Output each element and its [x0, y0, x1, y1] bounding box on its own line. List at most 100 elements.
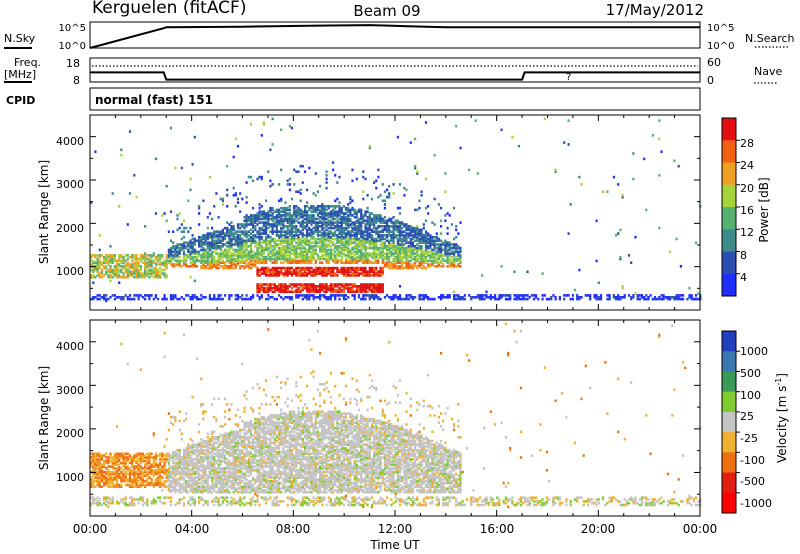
- heatmap-cell: [295, 210, 298, 213]
- heatmap-cell: [416, 225, 419, 228]
- heatmap-cell: [152, 254, 155, 257]
- heatmap-cell: [228, 223, 231, 226]
- heatmap-cell: [392, 266, 395, 270]
- heatmap-cell: [398, 250, 402, 254]
- heatmap-cell: [416, 265, 419, 268]
- heatmap-cell: [260, 257, 263, 261]
- heatmap-cell: [271, 117, 274, 121]
- heatmap-cell: [323, 286, 326, 290]
- heatmap-cell: [619, 296, 622, 299]
- heatmap-cell: [243, 243, 246, 246]
- heatmap-cell: [273, 257, 276, 261]
- heatmap-cell: [258, 206, 261, 210]
- heatmap-cell: [347, 270, 350, 274]
- heatmap-cell: [422, 255, 425, 259]
- heatmap-cell: [405, 297, 408, 301]
- heatmap-cell: [299, 232, 302, 235]
- heatmap-cell: [327, 254, 330, 257]
- heatmap-cell: [416, 266, 419, 270]
- heatmap-cell: [368, 228, 371, 232]
- heatmap-cell: [448, 259, 451, 263]
- heatmap-cell: [662, 296, 665, 299]
- heatmap-cell: [100, 275, 103, 279]
- heatmap-cell: [256, 255, 259, 259]
- heatmap-cell: [416, 228, 419, 232]
- heatmap-cell: [133, 476, 136, 479]
- heatmap-cell: [414, 259, 417, 263]
- heatmap-cell: [571, 297, 574, 301]
- heatmap-cell: [271, 217, 274, 221]
- heatmap-cell: [178, 467, 181, 470]
- heatmap-cell: [267, 215, 270, 219]
- heatmap-cell: [206, 259, 209, 263]
- heatmap-cell: [323, 234, 326, 237]
- heatmap-cell: [327, 286, 330, 290]
- heatmap-cell: [312, 274, 315, 277]
- heatmap-cell: [303, 296, 307, 299]
- heatmap-cell: [105, 476, 108, 479]
- heatmap-cell: [455, 228, 458, 232]
- heatmap-cell: [381, 245, 384, 248]
- heatmap-cell: [383, 203, 386, 206]
- heatmap-cell: [340, 290, 343, 294]
- heatmap-cell: [340, 232, 343, 235]
- heatmap-cell: [396, 245, 399, 248]
- heatmap-cell: [513, 294, 516, 297]
- heatmap-cell: [314, 259, 317, 263]
- heatmap-cell: [176, 470, 179, 474]
- heatmap-cell: [234, 297, 237, 301]
- heatmap-cell: [113, 456, 116, 459]
- heatmap-cell: [252, 296, 255, 299]
- heatmap-cell: [267, 290, 270, 294]
- heatmap-cell: [617, 294, 620, 297]
- heatmap-cell: [249, 215, 253, 219]
- heatmap-cell: [362, 232, 365, 235]
- heatmap-cell: [90, 463, 93, 467]
- heatmap-cell: [241, 255, 244, 259]
- heatmap-cell: [243, 239, 246, 243]
- heatmap-cell: [293, 252, 296, 255]
- heatmap-cell: [169, 496, 173, 499]
- heatmap-cell: [249, 296, 253, 299]
- heatmap-cell: [580, 183, 583, 186]
- heatmap-cell: [131, 501, 134, 505]
- heatmap-cell: [360, 241, 363, 244]
- heatmap-cell: [232, 254, 235, 257]
- heatmap-cell: [416, 248, 419, 252]
- heatmap-cell: [260, 221, 263, 224]
- heatmap-cell: [163, 496, 166, 499]
- power-panel: Slant Range [km] 1000 2000 3000 4000 4 8…: [37, 114, 771, 311]
- heatmap-cell: [208, 252, 211, 255]
- station-title: Kerguelen (fitACF): [92, 0, 246, 18]
- heatmap-cell: [379, 250, 382, 254]
- heatmap-cell: [185, 257, 188, 261]
- heatmap-cell: [314, 217, 317, 221]
- heatmap-cell: [169, 454, 173, 457]
- heatmap-cell: [273, 297, 276, 301]
- heatmap-cell: [459, 221, 462, 224]
- heatmap-cell: [338, 214, 341, 217]
- heatmap-cell: [336, 294, 339, 297]
- heatmap-cell: [234, 232, 237, 235]
- heatmap-cell: [344, 274, 348, 277]
- heatmap-cell: [176, 217, 179, 221]
- heatmap-cell: [137, 261, 140, 264]
- heatmap-cell: [442, 259, 445, 263]
- heatmap-cell: [519, 297, 523, 301]
- heatmap-cell: [282, 288, 285, 292]
- heatmap-cell: [286, 214, 289, 217]
- heatmap-cell: [243, 254, 246, 257]
- heatmap-cell: [340, 255, 343, 259]
- heatmap-cell: [120, 485, 123, 488]
- heatmap-cell: [219, 294, 222, 297]
- heatmap-cell: [282, 248, 285, 252]
- heatmap-cell: [325, 208, 328, 212]
- heatmap-cell: [217, 239, 220, 243]
- heatmap-cell: [411, 235, 415, 239]
- heatmap-cell: [405, 252, 408, 255]
- heatmap-cell: [169, 490, 173, 494]
- heatmap-cell: [258, 261, 261, 264]
- heatmap-cell: [295, 237, 298, 241]
- freq-left-tick-bottom: 8: [73, 74, 80, 87]
- heatmap-cell: [269, 230, 272, 233]
